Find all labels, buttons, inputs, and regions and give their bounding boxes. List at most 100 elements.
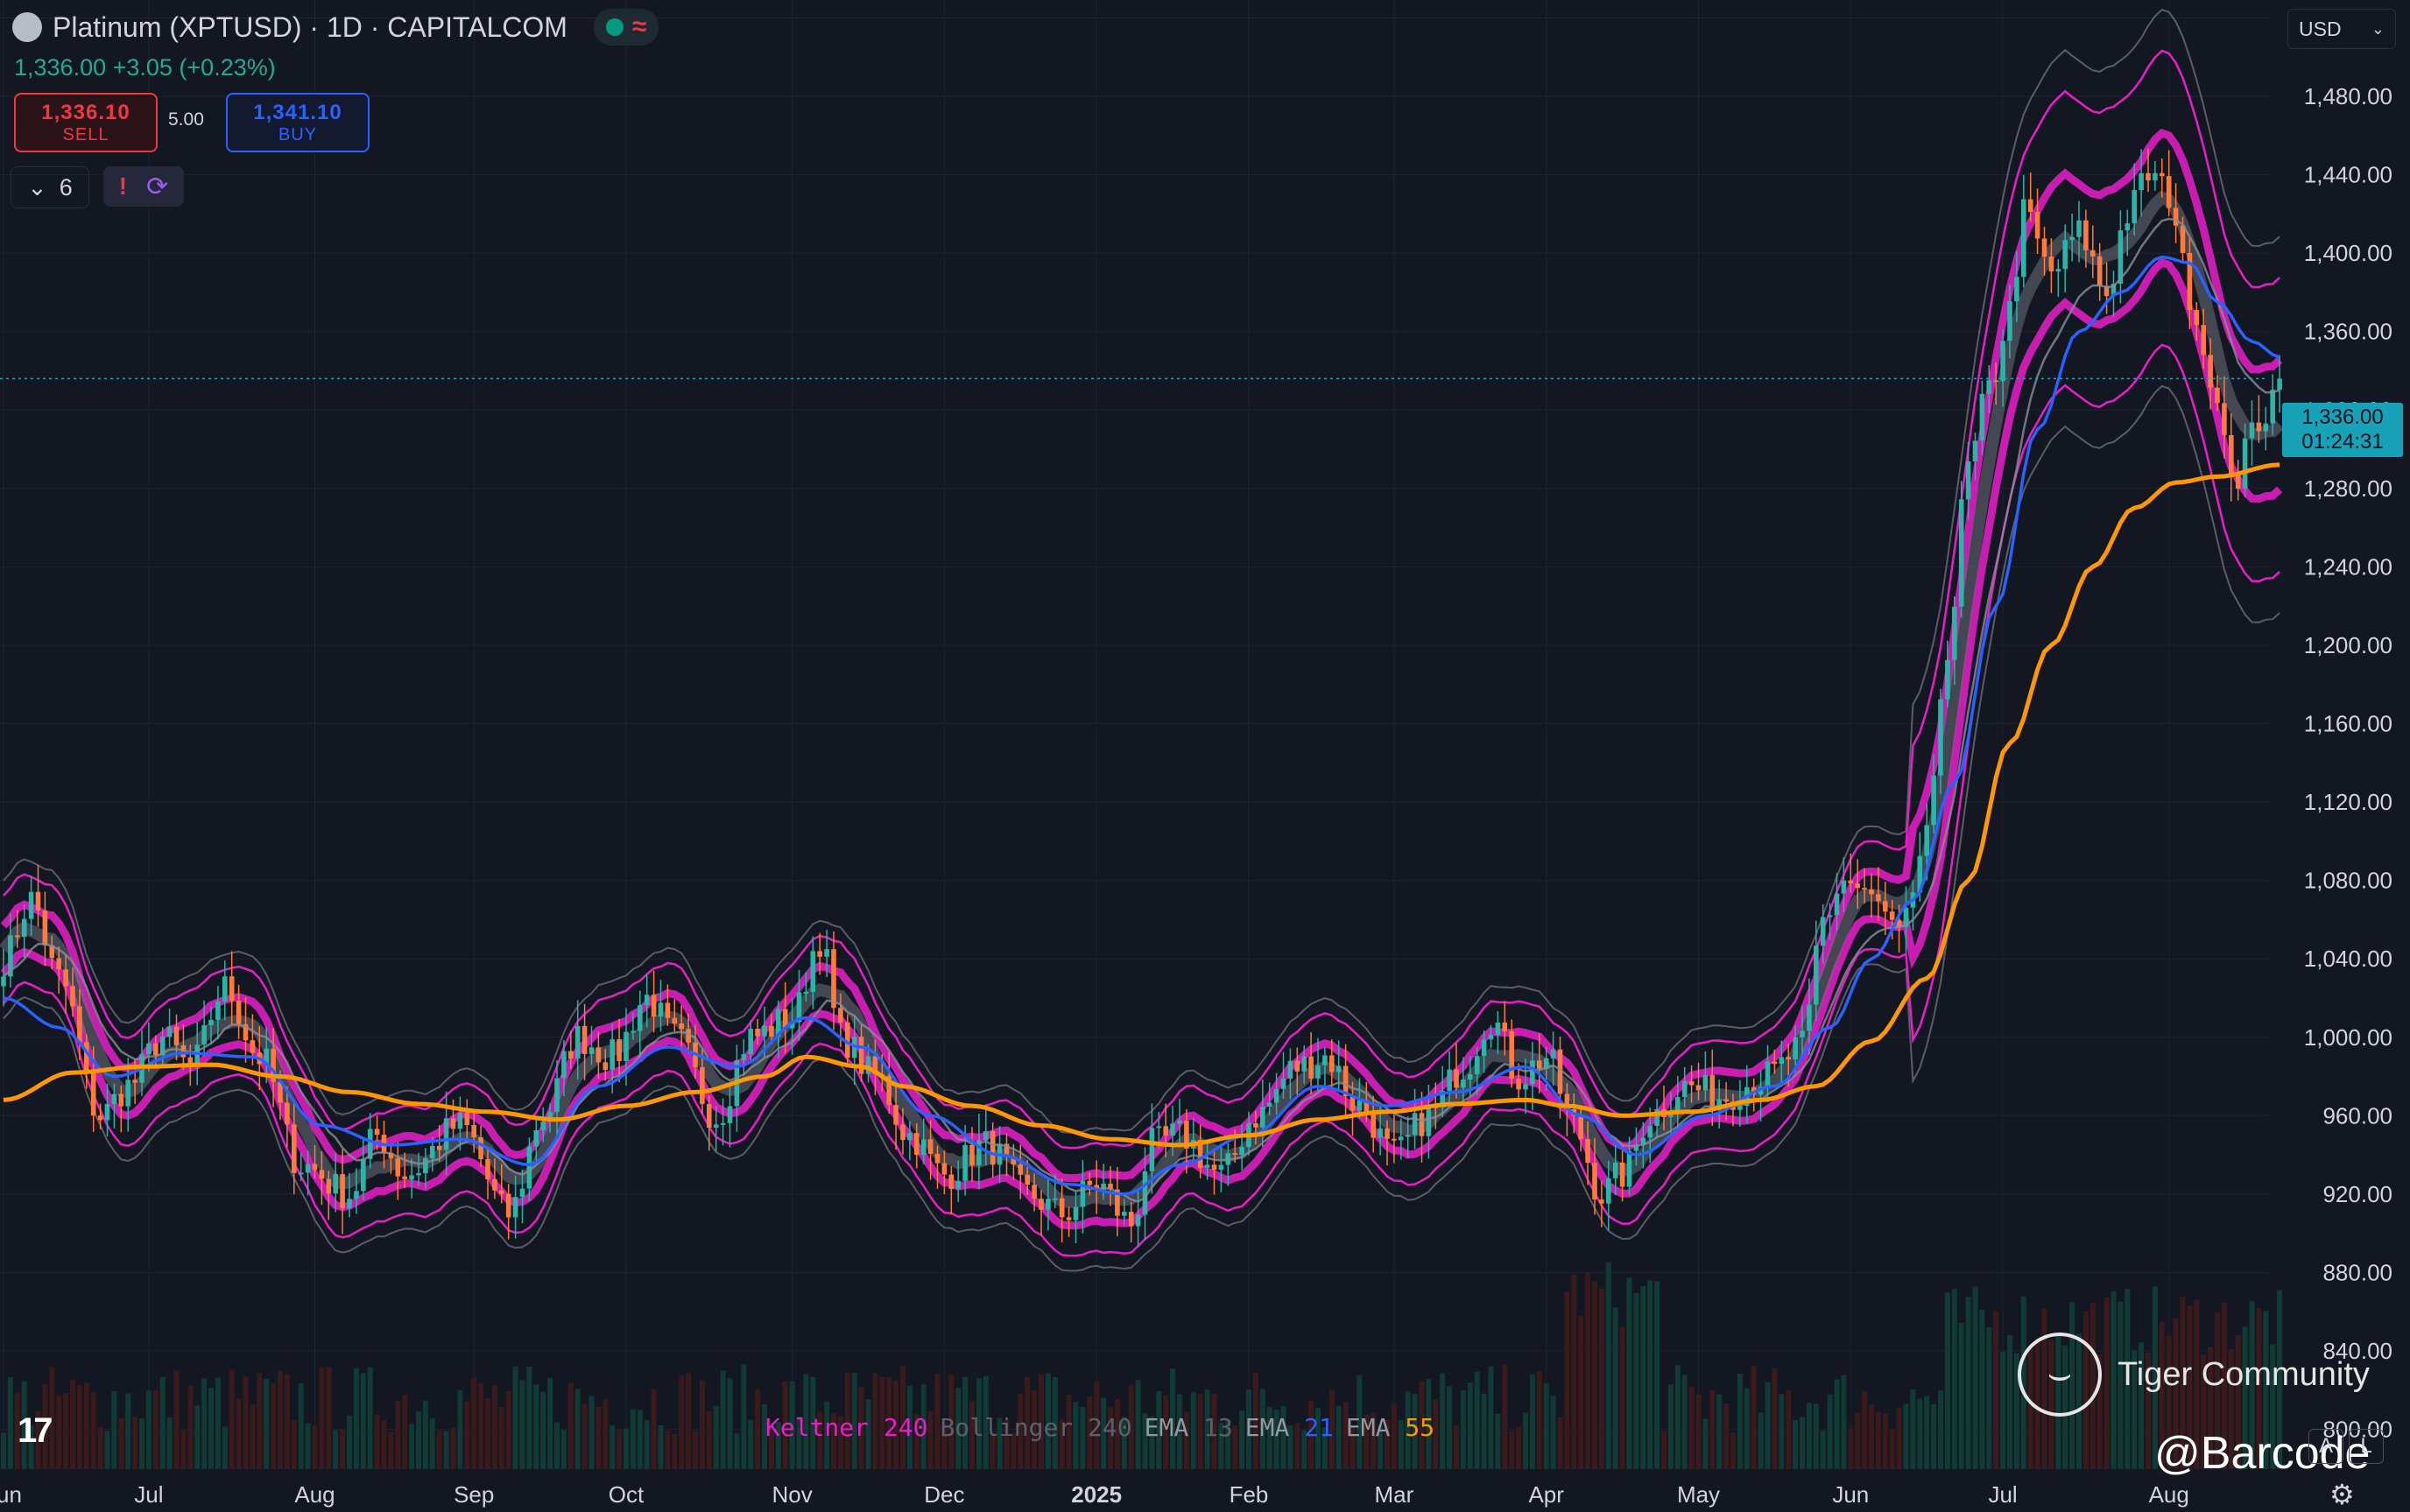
volume-bar [2277,1290,2283,1469]
candle-body [1087,1180,1093,1185]
candle-body [624,1031,629,1062]
volume-bar [70,1379,75,1469]
candle-body [1266,1102,1272,1108]
candle-body [602,1062,609,1071]
candle-body [208,1019,214,1025]
volume-bar [1488,1366,1494,1469]
volume-bar [145,1390,152,1469]
candle-body [1426,1106,1432,1136]
legend-item-ema55: EMA 55 [1346,1413,1434,1442]
volume-bar [1419,1381,1425,1469]
sync-icon[interactable]: ⟳ [146,172,169,201]
volume-bar [1516,1426,1522,1469]
candle-body [111,1094,117,1105]
sell-button[interactable]: 1,336.10 SELL [14,93,158,152]
volume-bar [1108,1407,1113,1469]
log-scale-button[interactable]: L [2349,1429,2384,1464]
volume-bar [1882,1413,1888,1469]
volume-bar [567,1382,574,1469]
legend-name: EMA [1144,1413,1189,1442]
candle-body [2000,341,2005,382]
candle-body [581,1025,588,1054]
volume-bar [644,1419,650,1469]
gear-icon[interactable]: ⚙ [2329,1479,2355,1510]
candle-body [1053,1198,1058,1200]
tradingview-logo-icon[interactable]: 17 [18,1411,53,1450]
candle-body [1633,1144,1639,1151]
volume-bar [1931,1403,1937,1469]
candle-body [1779,1057,1785,1065]
x-tick-label: Sep [454,1481,494,1508]
volume-bar [941,1422,948,1469]
volume-bar [900,1366,906,1469]
candle-body [319,1170,325,1179]
indicators-toggle[interactable]: ⌄ 6 [11,166,89,208]
candle-body [700,1067,705,1104]
volume-bar [429,1417,435,1469]
candle-body [1495,1022,1501,1036]
volume-bar [1972,1286,1978,1469]
volume-bar [2146,1352,2151,1469]
candle-body [485,1159,490,1179]
volume-bar [194,1405,201,1469]
volume-bar [395,1401,401,1469]
candle-body [1509,1030,1514,1079]
volume-bar [1218,1423,1224,1469]
volume-bar [1481,1393,1487,1469]
volume-bar [1059,1419,1065,1469]
candle-body [1128,1212,1134,1227]
candle-body [1018,1164,1024,1175]
volume-bar [326,1367,332,1469]
candle-body [104,1104,110,1121]
volume-bar [333,1430,339,1469]
candle-body [2083,220,2089,250]
candle-body [1578,1115,1583,1140]
candle-body [1979,393,1985,441]
candle-body [1253,1122,1258,1128]
auto-scale-button[interactable]: A [2308,1429,2343,1464]
candle-body [1993,380,1998,383]
warning-icon[interactable]: ! [118,172,128,200]
legend-param: 240 [1088,1413,1132,1442]
symbol-header[interactable]: Platinum (XPTUSD) · 1D · CAPITALCOM ≈ [12,9,659,46]
legend-item-ema13: EMA 13 [1145,1413,1233,1442]
candle-body [907,1133,913,1141]
volume-bar [1869,1404,1874,1469]
volume-bar [2111,1291,2117,1469]
volume-bar [2139,1342,2145,1469]
candle-body [2263,423,2269,432]
x-tick-label: Jun [1832,1481,1869,1508]
candle-body [1025,1174,1030,1185]
y-tick-label: 1,160.00 [2304,711,2392,737]
volume-bar [1765,1382,1771,1469]
candle-body [77,1006,82,1043]
volume-bar [1654,1281,1660,1469]
chevron-down-icon: ⌄ [27,173,47,200]
candle-body [2132,190,2137,224]
alerts-group[interactable]: ! ⟳ [103,166,184,207]
currency-select[interactable]: USD ⌄ [2287,9,2396,49]
legend-param: 13 [1203,1413,1233,1442]
candle-body [1737,1106,1743,1110]
candle-body [63,969,68,987]
volume-bar [1751,1365,1757,1469]
buy-button[interactable]: 1,341.10 BUY [226,93,370,152]
candle-body [374,1129,380,1136]
candle-body [893,1105,898,1125]
volume-bar [872,1373,878,1469]
volume-bar [97,1426,103,1469]
candle-body [948,1174,955,1190]
candle-body [1827,915,1833,918]
ema21-line [3,255,2280,1196]
volume-bar [2159,1321,2165,1469]
market-status-pill[interactable]: ≈ [593,9,659,46]
candle-body [1273,1088,1279,1103]
volume-bar [1612,1307,1618,1469]
volume-bar [271,1382,277,1469]
candle-body [1349,1096,1356,1111]
volume-bar [83,1382,89,1469]
volume-bar [1979,1310,1985,1469]
volume-bar [1385,1419,1390,1469]
candle-body [173,1026,180,1045]
